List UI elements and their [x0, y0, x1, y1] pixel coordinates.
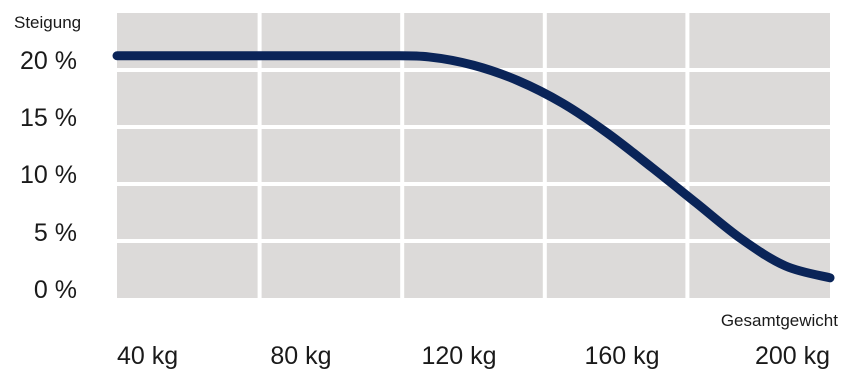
y-tick-label: 5 % — [34, 219, 77, 247]
y-tick-label: 0 % — [34, 276, 77, 304]
y-tick-labels: 0 % 5 % 10 % 15 % 20 % — [20, 47, 77, 304]
series-line — [112, 51, 835, 283]
x-axis-title: Gesamtgewicht — [721, 311, 838, 330]
x-tick-label: 80 kg — [270, 342, 331, 370]
x-tick-label: 200 kg — [755, 342, 830, 370]
x-tick-label: 160 kg — [584, 342, 659, 370]
grid — [117, 13, 830, 298]
x-tick-labels: 40 kg 80 kg 120 kg 160 kg 200 kg — [117, 342, 830, 370]
x-tick-label: 40 kg — [117, 342, 178, 370]
plot-background — [117, 13, 830, 298]
y-axis-title: Steigung — [14, 13, 81, 32]
y-tick-label: 20 % — [20, 47, 77, 75]
y-tick-label: 10 % — [20, 161, 77, 189]
x-tick-label: 120 kg — [421, 342, 496, 370]
y-tick-label: 15 % — [20, 104, 77, 132]
